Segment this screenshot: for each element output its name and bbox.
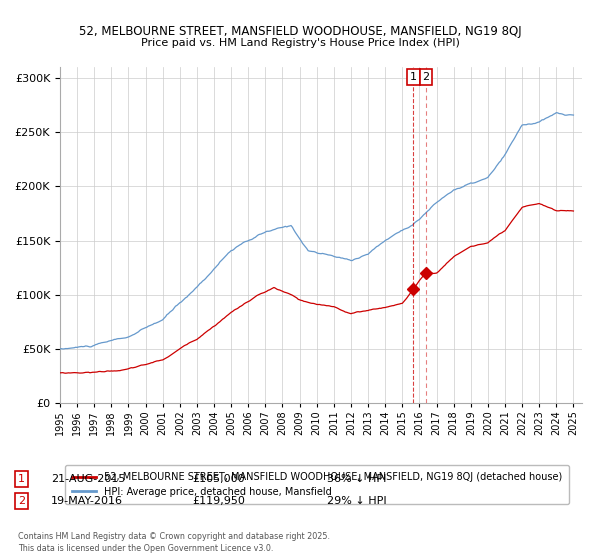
Text: 36% ↓ HPI: 36% ↓ HPI — [327, 474, 386, 484]
Text: 2: 2 — [18, 496, 25, 506]
Text: 29% ↓ HPI: 29% ↓ HPI — [327, 496, 386, 506]
Text: 2: 2 — [422, 72, 430, 82]
Text: 52, MELBOURNE STREET, MANSFIELD WOODHOUSE, MANSFIELD, NG19 8QJ: 52, MELBOURNE STREET, MANSFIELD WOODHOUS… — [79, 25, 521, 38]
Text: Contains HM Land Registry data © Crown copyright and database right 2025.
This d: Contains HM Land Registry data © Crown c… — [18, 533, 330, 553]
Text: Price paid vs. HM Land Registry's House Price Index (HPI): Price paid vs. HM Land Registry's House … — [140, 38, 460, 48]
Text: 1: 1 — [410, 72, 417, 82]
Text: 21-AUG-2015: 21-AUG-2015 — [51, 474, 125, 484]
Legend: 52, MELBOURNE STREET, MANSFIELD WOODHOUSE, MANSFIELD, NG19 8QJ (detached house),: 52, MELBOURNE STREET, MANSFIELD WOODHOUS… — [65, 465, 569, 503]
Text: £119,950: £119,950 — [192, 496, 245, 506]
Text: 1: 1 — [18, 474, 25, 484]
Text: £105,000: £105,000 — [192, 474, 245, 484]
Text: 19-MAY-2016: 19-MAY-2016 — [51, 496, 123, 506]
